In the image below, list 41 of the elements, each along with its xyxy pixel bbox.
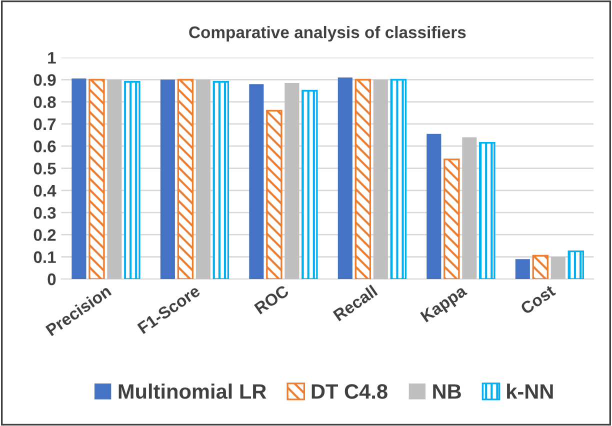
bar (444, 158, 460, 280)
bar (88, 78, 105, 280)
bar (390, 78, 407, 280)
bar (160, 80, 175, 280)
bar (568, 250, 584, 280)
y-tick-label: 0.9 (34, 74, 56, 86)
y-tick-label: 1 (48, 52, 56, 64)
x-tick-label: Cost (520, 284, 556, 315)
y-tick-label: 0.6 (34, 140, 56, 152)
y-tick-label: 0.1 (34, 251, 56, 264)
bar (266, 110, 282, 280)
bar (479, 142, 496, 280)
y-tick-label: 0.2 (34, 229, 56, 241)
y-tick-label: 0.8 (34, 96, 56, 108)
chart-title: Comparative analysis of classifiers (189, 26, 466, 42)
bar (177, 78, 194, 280)
bar (462, 137, 477, 280)
bar (124, 81, 140, 280)
legend-label: Multinomial LR (118, 384, 266, 399)
bar (426, 134, 442, 280)
bar (72, 78, 86, 280)
bar (515, 259, 530, 280)
bar (354, 78, 372, 280)
bar (532, 254, 549, 280)
legend-label: k-NN (507, 384, 553, 399)
bar (212, 81, 230, 280)
bar (284, 82, 300, 280)
y-tick-label: 0.7 (34, 118, 56, 130)
legend-label: NB (433, 384, 461, 399)
bar (196, 80, 210, 280)
y-tick-label: 0 (48, 273, 56, 286)
y-tick-label: 0.4 (34, 184, 56, 197)
bar (338, 77, 352, 280)
bar (373, 80, 388, 280)
bar (107, 80, 122, 280)
bar (249, 84, 264, 280)
y-tick-label: 0.3 (34, 206, 56, 219)
y-tick-label: 0.5 (34, 162, 56, 174)
legend-label: DT C4.8 (312, 384, 388, 399)
bar (302, 90, 318, 280)
bar (550, 256, 566, 280)
